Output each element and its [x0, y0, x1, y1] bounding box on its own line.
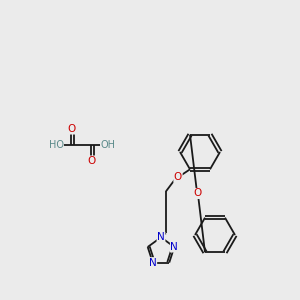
Text: N: N [149, 258, 157, 268]
Text: OH: OH [100, 140, 116, 150]
Text: O: O [194, 188, 202, 199]
Text: HO: HO [49, 140, 64, 150]
Text: O: O [68, 124, 76, 134]
Text: N: N [157, 232, 165, 242]
Text: N: N [170, 242, 178, 252]
Text: O: O [174, 172, 182, 182]
Text: O: O [88, 156, 96, 166]
